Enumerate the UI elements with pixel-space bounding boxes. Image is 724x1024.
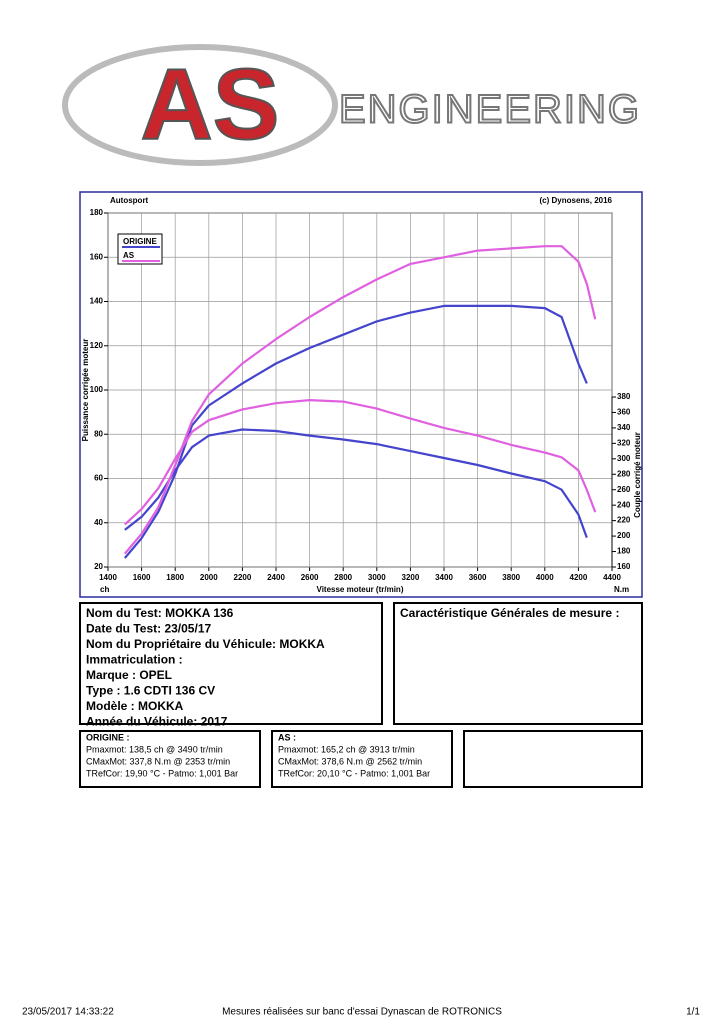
info-line: Marque : OPEL <box>86 668 172 682</box>
x-tick-label: 2600 <box>301 573 319 582</box>
general-box <box>393 602 643 725</box>
footer-center: Mesures réalisées sur banc d'essai Dynas… <box>222 1007 502 1018</box>
legend-label: AS <box>123 251 135 260</box>
x-tick-label: 4400 <box>603 573 621 582</box>
y2-tick-label: 180 <box>617 547 631 556</box>
result-box <box>79 730 261 788</box>
info-line: Immatriculation : <box>86 653 183 667</box>
legend <box>117 233 163 265</box>
y2-tick-label: 380 <box>617 392 631 401</box>
general-title: Caractéristique Générales de mesure : <box>400 606 619 620</box>
y-axis-label: Puissance corrigée moteur <box>81 339 90 442</box>
x-tick-label: 1600 <box>133 573 151 582</box>
x-tick-label: 4200 <box>570 573 588 582</box>
x-tick-label: 2200 <box>234 573 252 582</box>
y2-tick-label: 280 <box>617 469 631 478</box>
result-line: CMaxMot: 337,8 N.m @ 2353 tr/min <box>86 756 230 766</box>
y2-tick-label: 340 <box>617 423 631 432</box>
legend-label: ORIGINE <box>123 237 157 246</box>
result-line: TRefCor: 20,10 °C - Patmo: 1,001 Bar <box>278 768 430 778</box>
result-line: Pmaxmot: 165,2 ch @ 3913 tr/min <box>278 744 415 754</box>
logo-swoosh <box>62 44 338 166</box>
info-line: Nom du Propriétaire du Véhicule: MOKKA <box>86 637 325 651</box>
info-line: Année du Véhicule: 2017 <box>86 715 228 729</box>
chart-header-left: Autosport <box>110 196 149 205</box>
x-tick-label: 3200 <box>402 573 420 582</box>
info-lines: Nom du Test: MOKKA 136 Date du Test: 23/0… <box>86 606 325 729</box>
footer-left: 23/05/2017 14:33:22 <box>22 1007 114 1018</box>
y-tick-label: 140 <box>90 297 104 306</box>
y2-tick-label: 260 <box>617 485 631 494</box>
x-tick-label: 2800 <box>334 573 352 582</box>
y2-tick-label: 240 <box>617 500 631 509</box>
result-box <box>271 730 453 788</box>
y2-tick-label: 220 <box>617 516 631 525</box>
power-line <box>123 304 588 559</box>
result-title: AS : <box>278 732 296 742</box>
logo-mark: AS <box>141 48 280 160</box>
plot: 1400 1600 1800 2000 2200 2400 2600 2800 3000 3200… <box>90 208 631 582</box>
x-tick-label: 3600 <box>469 573 487 582</box>
x-tick-label: 3800 <box>502 573 520 582</box>
chart-frame <box>79 191 643 598</box>
x-axis-label: Vitesse moteur (tr/min) <box>317 585 404 594</box>
footer-right: 1/1 <box>686 1007 700 1018</box>
info-line: Modèle : MOKKA <box>86 699 184 713</box>
result-line: TRefCor: 19,90 °C - Patmo: 1,001 Bar <box>86 768 238 778</box>
result-line: Pmaxmot: 138,5 ch @ 3490 tr/min <box>86 744 223 754</box>
logo-word: ENGINEERING <box>339 88 641 132</box>
info-box <box>79 602 383 725</box>
y2-tick-label: 320 <box>617 438 631 447</box>
empty-box <box>463 730 643 788</box>
y-tick-label: 80 <box>94 429 103 438</box>
y-unit: ch <box>100 585 109 594</box>
power-line <box>123 245 597 555</box>
result-line: CMaxMot: 378,6 N.m @ 2562 tr/min <box>278 756 422 766</box>
y2-tick-label: 360 <box>617 408 631 417</box>
torque-line <box>124 428 588 538</box>
info-line: Type : 1.6 CDTI 136 CV <box>86 684 215 698</box>
y2-tick-label: 160 <box>617 562 631 571</box>
chart-header-right: (c) Dynosens, 2016 <box>540 196 613 205</box>
y-tick-label: 60 <box>94 474 103 483</box>
x-tick-label: 3000 <box>368 573 386 582</box>
x-tick-label: 2000 <box>200 573 218 582</box>
result-title: ORIGINE : <box>86 732 130 742</box>
y2-tick-label: 300 <box>617 454 631 463</box>
info-line: Date du Test: 23/05/17 <box>86 622 211 636</box>
info-line: Nom du Test: MOKKA 136 <box>86 606 234 620</box>
y2-tick-label: 200 <box>617 531 631 540</box>
x-tick-label: 2400 <box>267 573 285 582</box>
y-tick-label: 120 <box>90 341 104 350</box>
y-tick-label: 180 <box>90 208 104 217</box>
y-tick-label: 100 <box>90 385 104 394</box>
x-tick-label: 3400 <box>435 573 453 582</box>
y-tick-label: 160 <box>90 252 104 261</box>
x-tick-label: 1400 <box>99 573 117 582</box>
x-tick-label: 1800 <box>166 573 184 582</box>
y-tick-label: 20 <box>94 562 103 571</box>
x-tick-label: 4000 <box>536 573 554 582</box>
torque-line <box>124 399 597 526</box>
y2-unit: N.m <box>614 585 629 594</box>
y-tick-label: 40 <box>94 518 103 527</box>
y2-axis-label: Couple corrigé moteur <box>633 432 642 518</box>
results: ORIGINE : Pmaxmot: 138,5 ch @ 3490 tr/min… <box>86 732 430 778</box>
